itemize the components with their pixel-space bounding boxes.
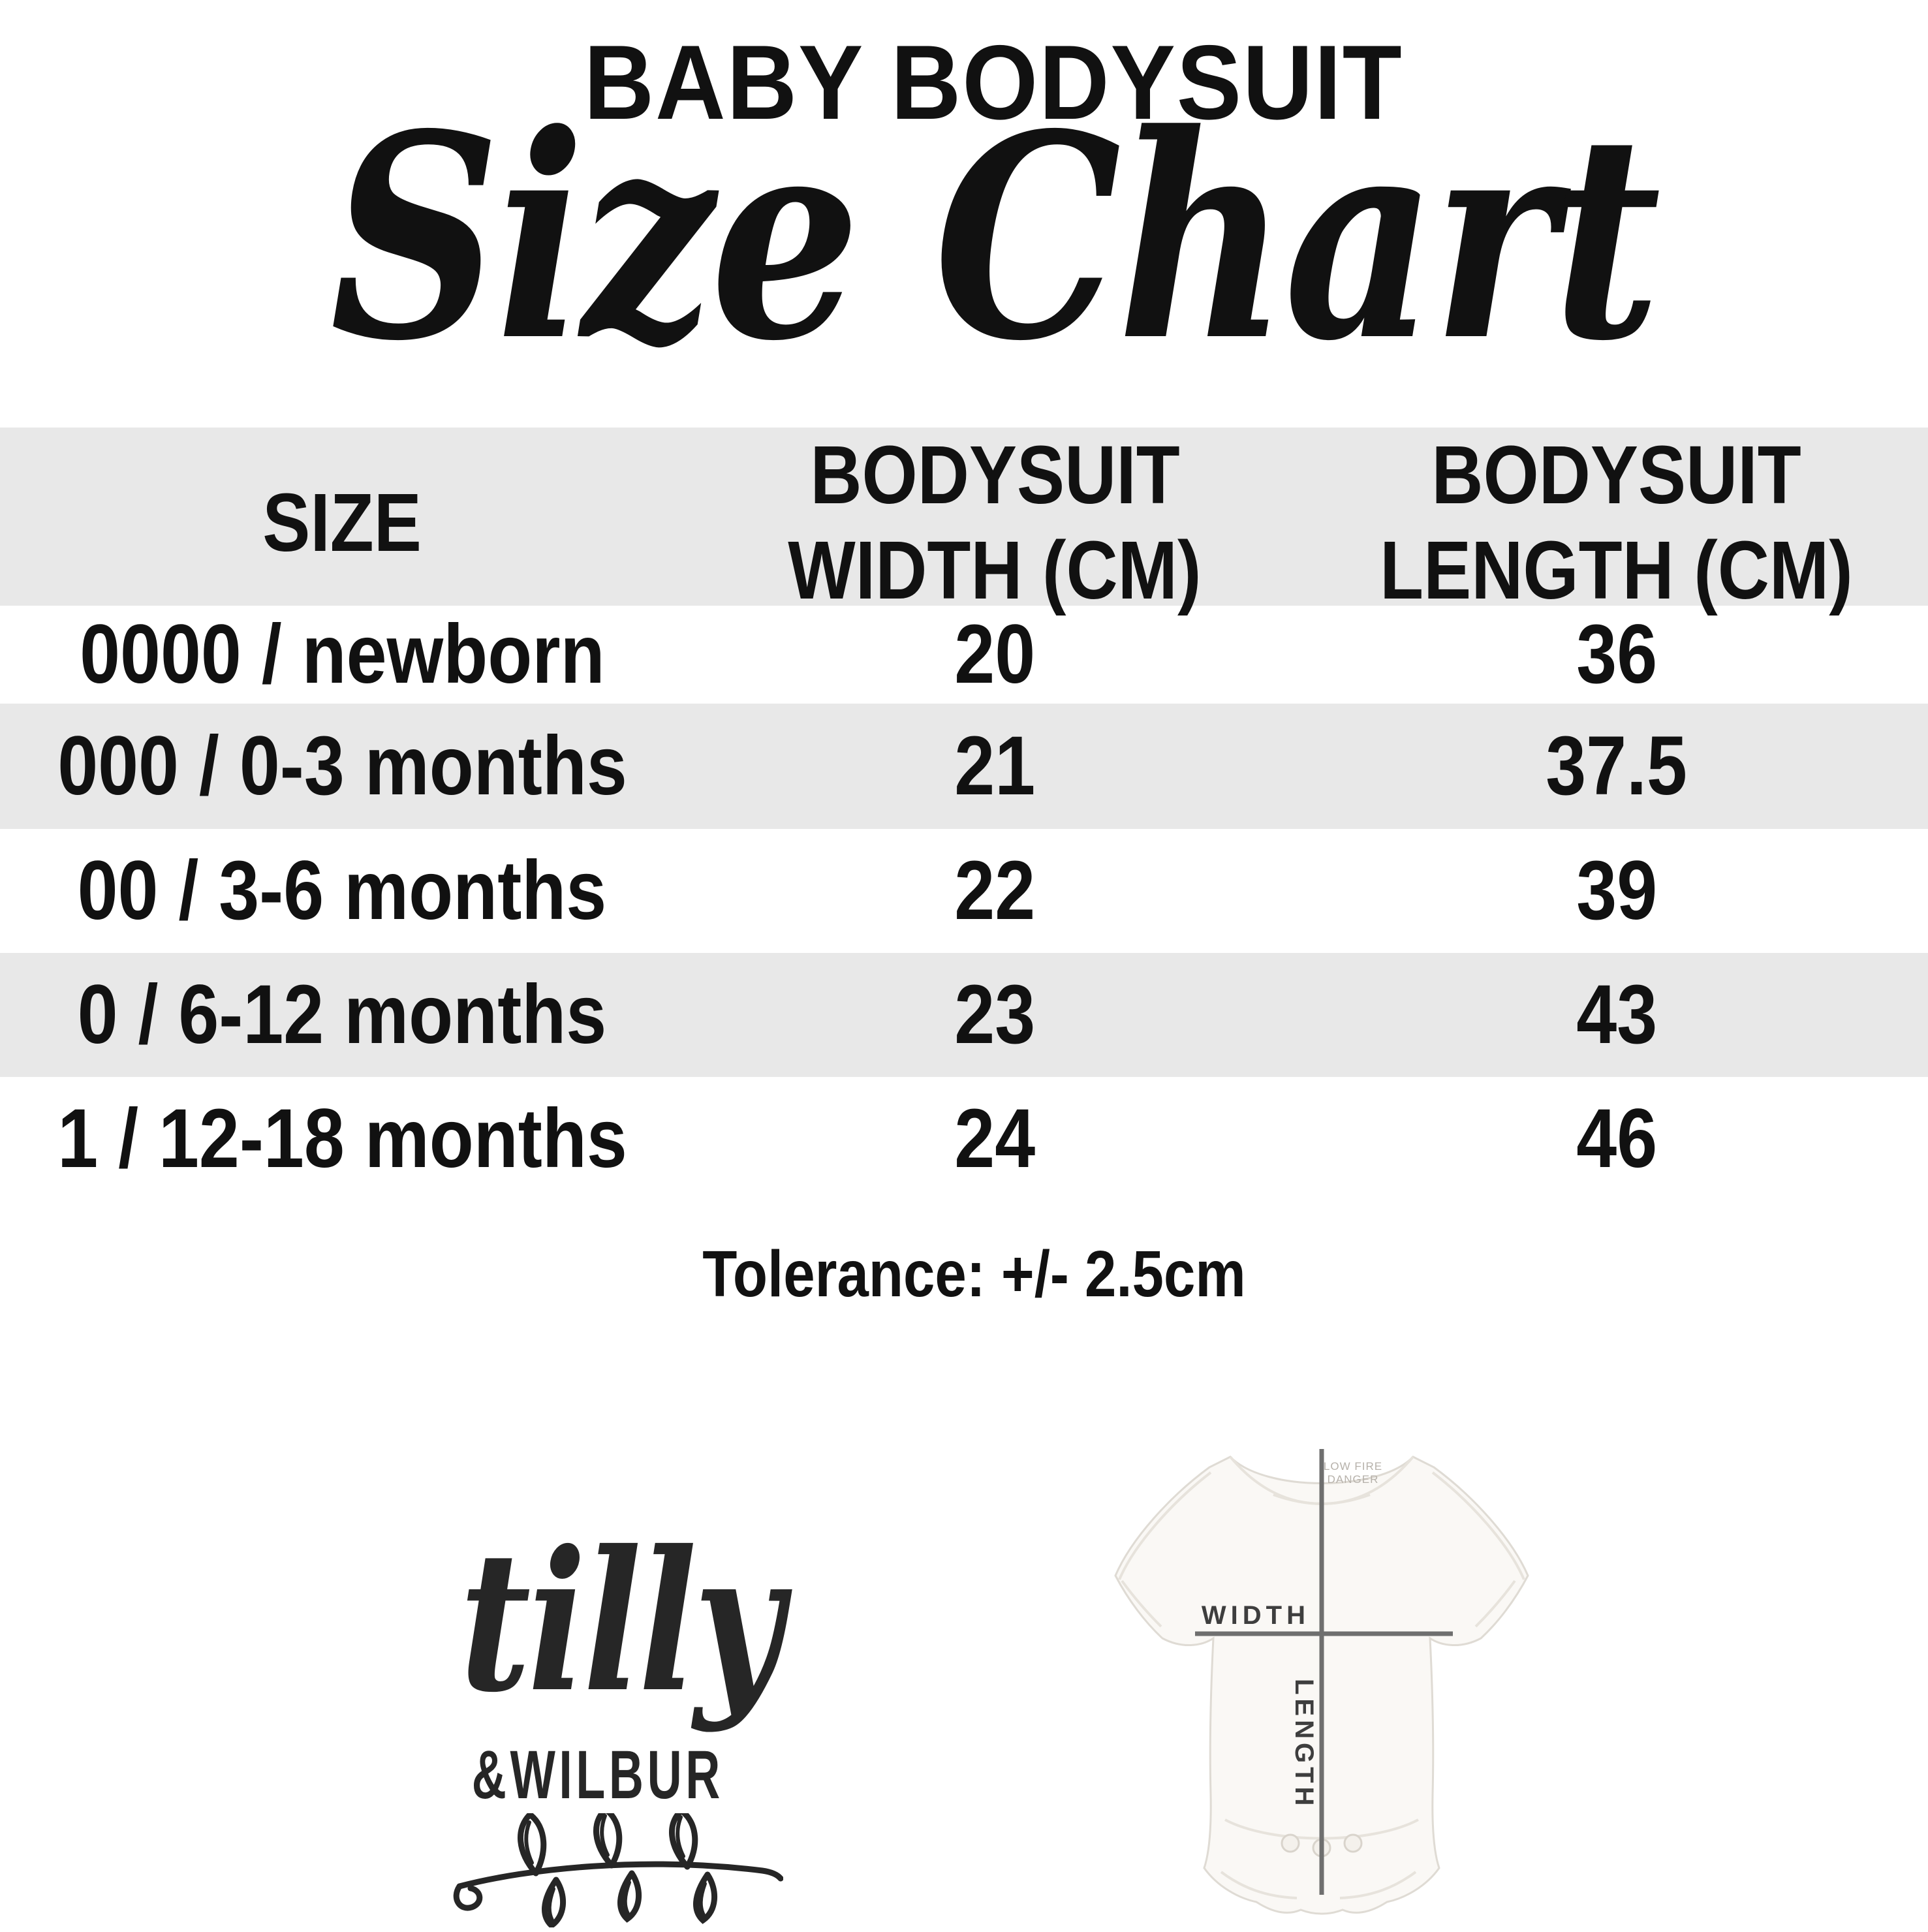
neckline-seams [1118, 1456, 1525, 1580]
tolerance-note: Tolerance: +/- 2.5cm [10, 1237, 1928, 1312]
width-value: 23 [954, 967, 1036, 1061]
brand-name-caps: &WILBUR [418, 1736, 721, 1815]
brand-name-script: tilly [418, 1521, 822, 1723]
page-subtitle-script: Size Chart [29, 84, 1928, 392]
page-subtitle-text: Size Chart [330, 73, 1662, 403]
width-value: 21 [954, 719, 1036, 813]
length-value: 39 [1576, 843, 1657, 937]
size-value: 00 / 3-6 months [77, 843, 607, 937]
table-row: 0000 / newborn 20 36 [0, 606, 1928, 704]
length-value: 43 [1576, 967, 1657, 1061]
column-header-line: LENGTH (CM) [1380, 524, 1854, 617]
bodysuit-illustration: LOW FIRE DANGER WIDTH LENGTH [1114, 1449, 1529, 1915]
length-cell: 46 [1305, 1077, 1928, 1201]
width-cell: 20 [685, 606, 1305, 704]
width-cell: 22 [685, 829, 1305, 953]
width-cell: 24 [685, 1077, 1305, 1201]
size-cell: 1 / 12-18 months [0, 1077, 685, 1201]
brand-name-caps-text: &WILBUR [471, 1737, 724, 1813]
snap-button [1343, 1833, 1363, 1853]
care-tag-line2: DANGER [1328, 1473, 1379, 1486]
table-row: 00 / 3-6 months 22 39 [0, 829, 1928, 953]
page-title: BABY BODYSUIT [29, 27, 1928, 138]
width-value: 24 [954, 1091, 1036, 1185]
laurel-branch-icon [453, 1813, 783, 1927]
size-cell: 0000 / newborn [0, 606, 685, 704]
tolerance-text: Tolerance: +/- 2.5cm [702, 1238, 1246, 1311]
size-value: 1 / 12-18 months [57, 1091, 627, 1185]
size-value: 0000 / newborn [80, 607, 605, 701]
care-tag-line1: LOW FIRE [1324, 1460, 1382, 1472]
table-row: 000 / 0-3 months 21 37.5 [0, 704, 1928, 829]
column-header-line: BODYSUIT [810, 429, 1180, 521]
width-cell: 23 [685, 953, 1305, 1077]
length-label: LENGTH [1290, 1679, 1318, 1809]
table-row: 0 / 6-12 months 23 43 [0, 953, 1928, 1077]
column-header-width: BODYSUIT WIDTH (CM) [685, 428, 1305, 618]
length-value: 37.5 [1546, 719, 1688, 813]
column-header-line: BODYSUIT [1431, 429, 1802, 521]
column-header-line: SIZE [262, 476, 422, 569]
brand-name-script-text: tilly [459, 1508, 783, 1735]
width-cell: 21 [685, 704, 1305, 829]
snap-button [1281, 1833, 1300, 1853]
size-table: SIZE BODYSUIT WIDTH (CM) BODYSUIT LENGTH… [0, 428, 1928, 1201]
width-value: 20 [954, 607, 1036, 701]
length-value: 36 [1576, 607, 1657, 701]
size-cell: 00 / 3-6 months [0, 829, 685, 953]
length-cell: 36 [1305, 606, 1928, 704]
length-cell: 37.5 [1305, 704, 1928, 829]
column-header-length: BODYSUIT LENGTH (CM) [1305, 428, 1928, 618]
size-value: 0 / 6-12 months [77, 967, 607, 1061]
length-cell: 39 [1305, 829, 1928, 953]
table-row: 1 / 12-18 months 24 46 [0, 1077, 1928, 1201]
size-value: 000 / 0-3 months [57, 719, 627, 813]
care-tag-text: LOW FIRE DANGER [1324, 1460, 1382, 1486]
sleeve-cuff-seams [1121, 1580, 1516, 1628]
length-cell: 43 [1305, 953, 1928, 1077]
table-header-row: SIZE BODYSUIT WIDTH (CM) BODYSUIT LENGTH… [0, 428, 1928, 616]
length-value: 46 [1576, 1091, 1657, 1185]
page-title-text: BABY BODYSUIT [583, 23, 1403, 142]
column-header-size: SIZE [0, 428, 685, 618]
brand-logo: tilly &WILBUR [418, 1521, 822, 1932]
size-cell: 000 / 0-3 months [0, 704, 685, 829]
size-cell: 0 / 6-12 months [0, 953, 685, 1077]
width-label: WIDTH [1202, 1601, 1310, 1630]
width-value: 22 [954, 843, 1036, 937]
column-header-line: WIDTH (CM) [788, 524, 1202, 617]
